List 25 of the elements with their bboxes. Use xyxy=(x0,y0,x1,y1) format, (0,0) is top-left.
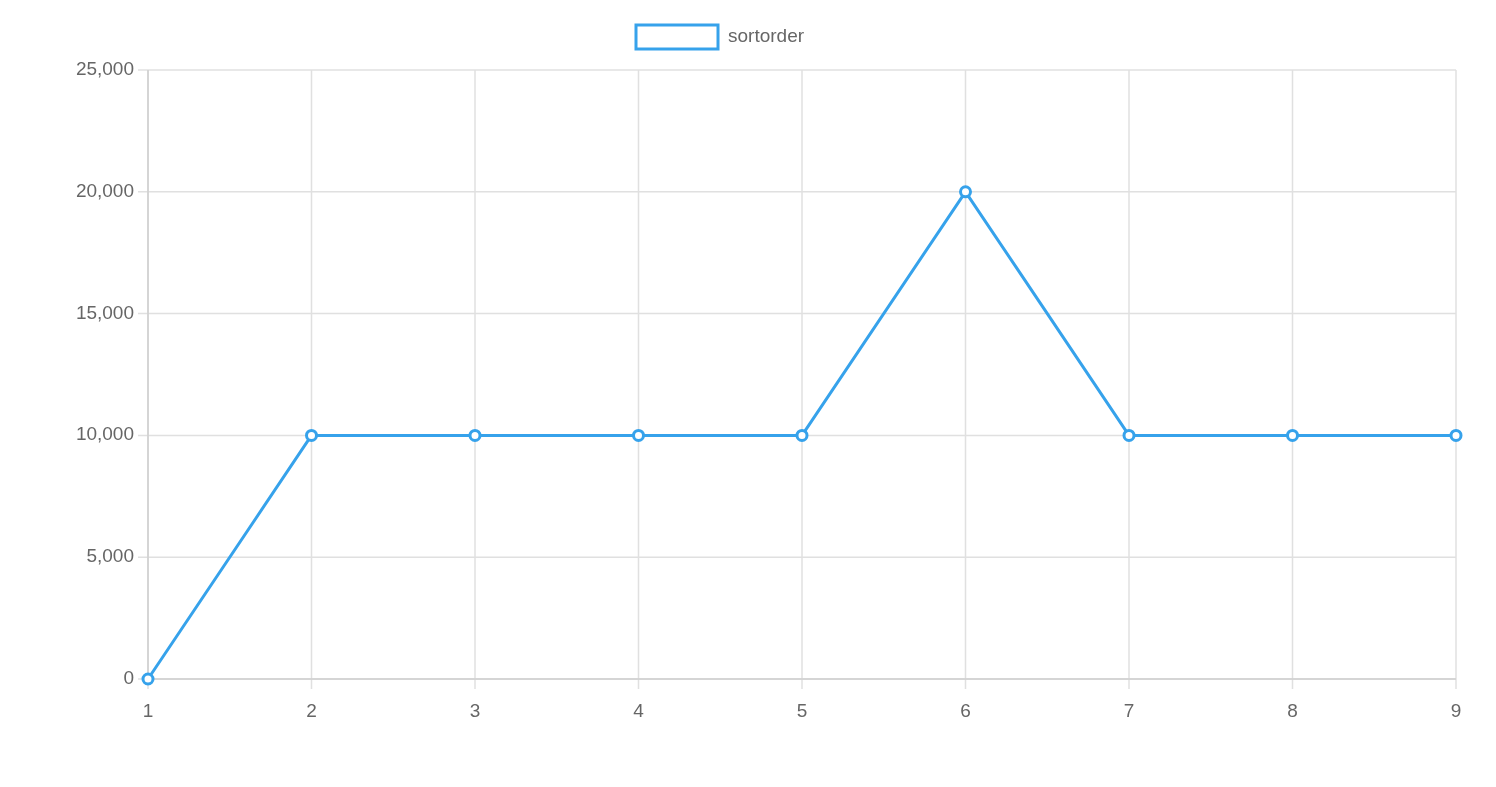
x-tick-label: 9 xyxy=(1450,700,1462,721)
point xyxy=(468,428,482,442)
x-tick-label: 5 xyxy=(796,700,808,721)
x-tick-label: 7 xyxy=(1123,700,1135,721)
y-tick-label: 25,000 xyxy=(75,58,134,80)
point xyxy=(959,185,972,199)
point xyxy=(632,428,645,442)
x-tick-label: 2 xyxy=(306,700,317,721)
point xyxy=(795,428,809,442)
x-tick-label: 8 xyxy=(1287,700,1298,721)
legend-label: sortorder xyxy=(728,25,805,47)
y-tick-label: 10,000 xyxy=(75,423,134,445)
point xyxy=(141,672,155,686)
point xyxy=(1122,428,1136,442)
x-tick-label: 4 xyxy=(633,700,645,721)
x-tick-label: 1 xyxy=(142,700,154,721)
point xyxy=(1286,428,1299,442)
y-tick-label: 5,000 xyxy=(86,545,134,567)
point xyxy=(305,428,318,442)
y-tick-label: 20,000 xyxy=(75,179,134,201)
y-tick-label: 0 xyxy=(123,667,134,689)
x-tick-label: 6 xyxy=(960,700,971,721)
y-tick-label: 15,000 xyxy=(75,301,134,323)
point xyxy=(1449,428,1463,442)
x-tick-label: 3 xyxy=(469,700,481,721)
